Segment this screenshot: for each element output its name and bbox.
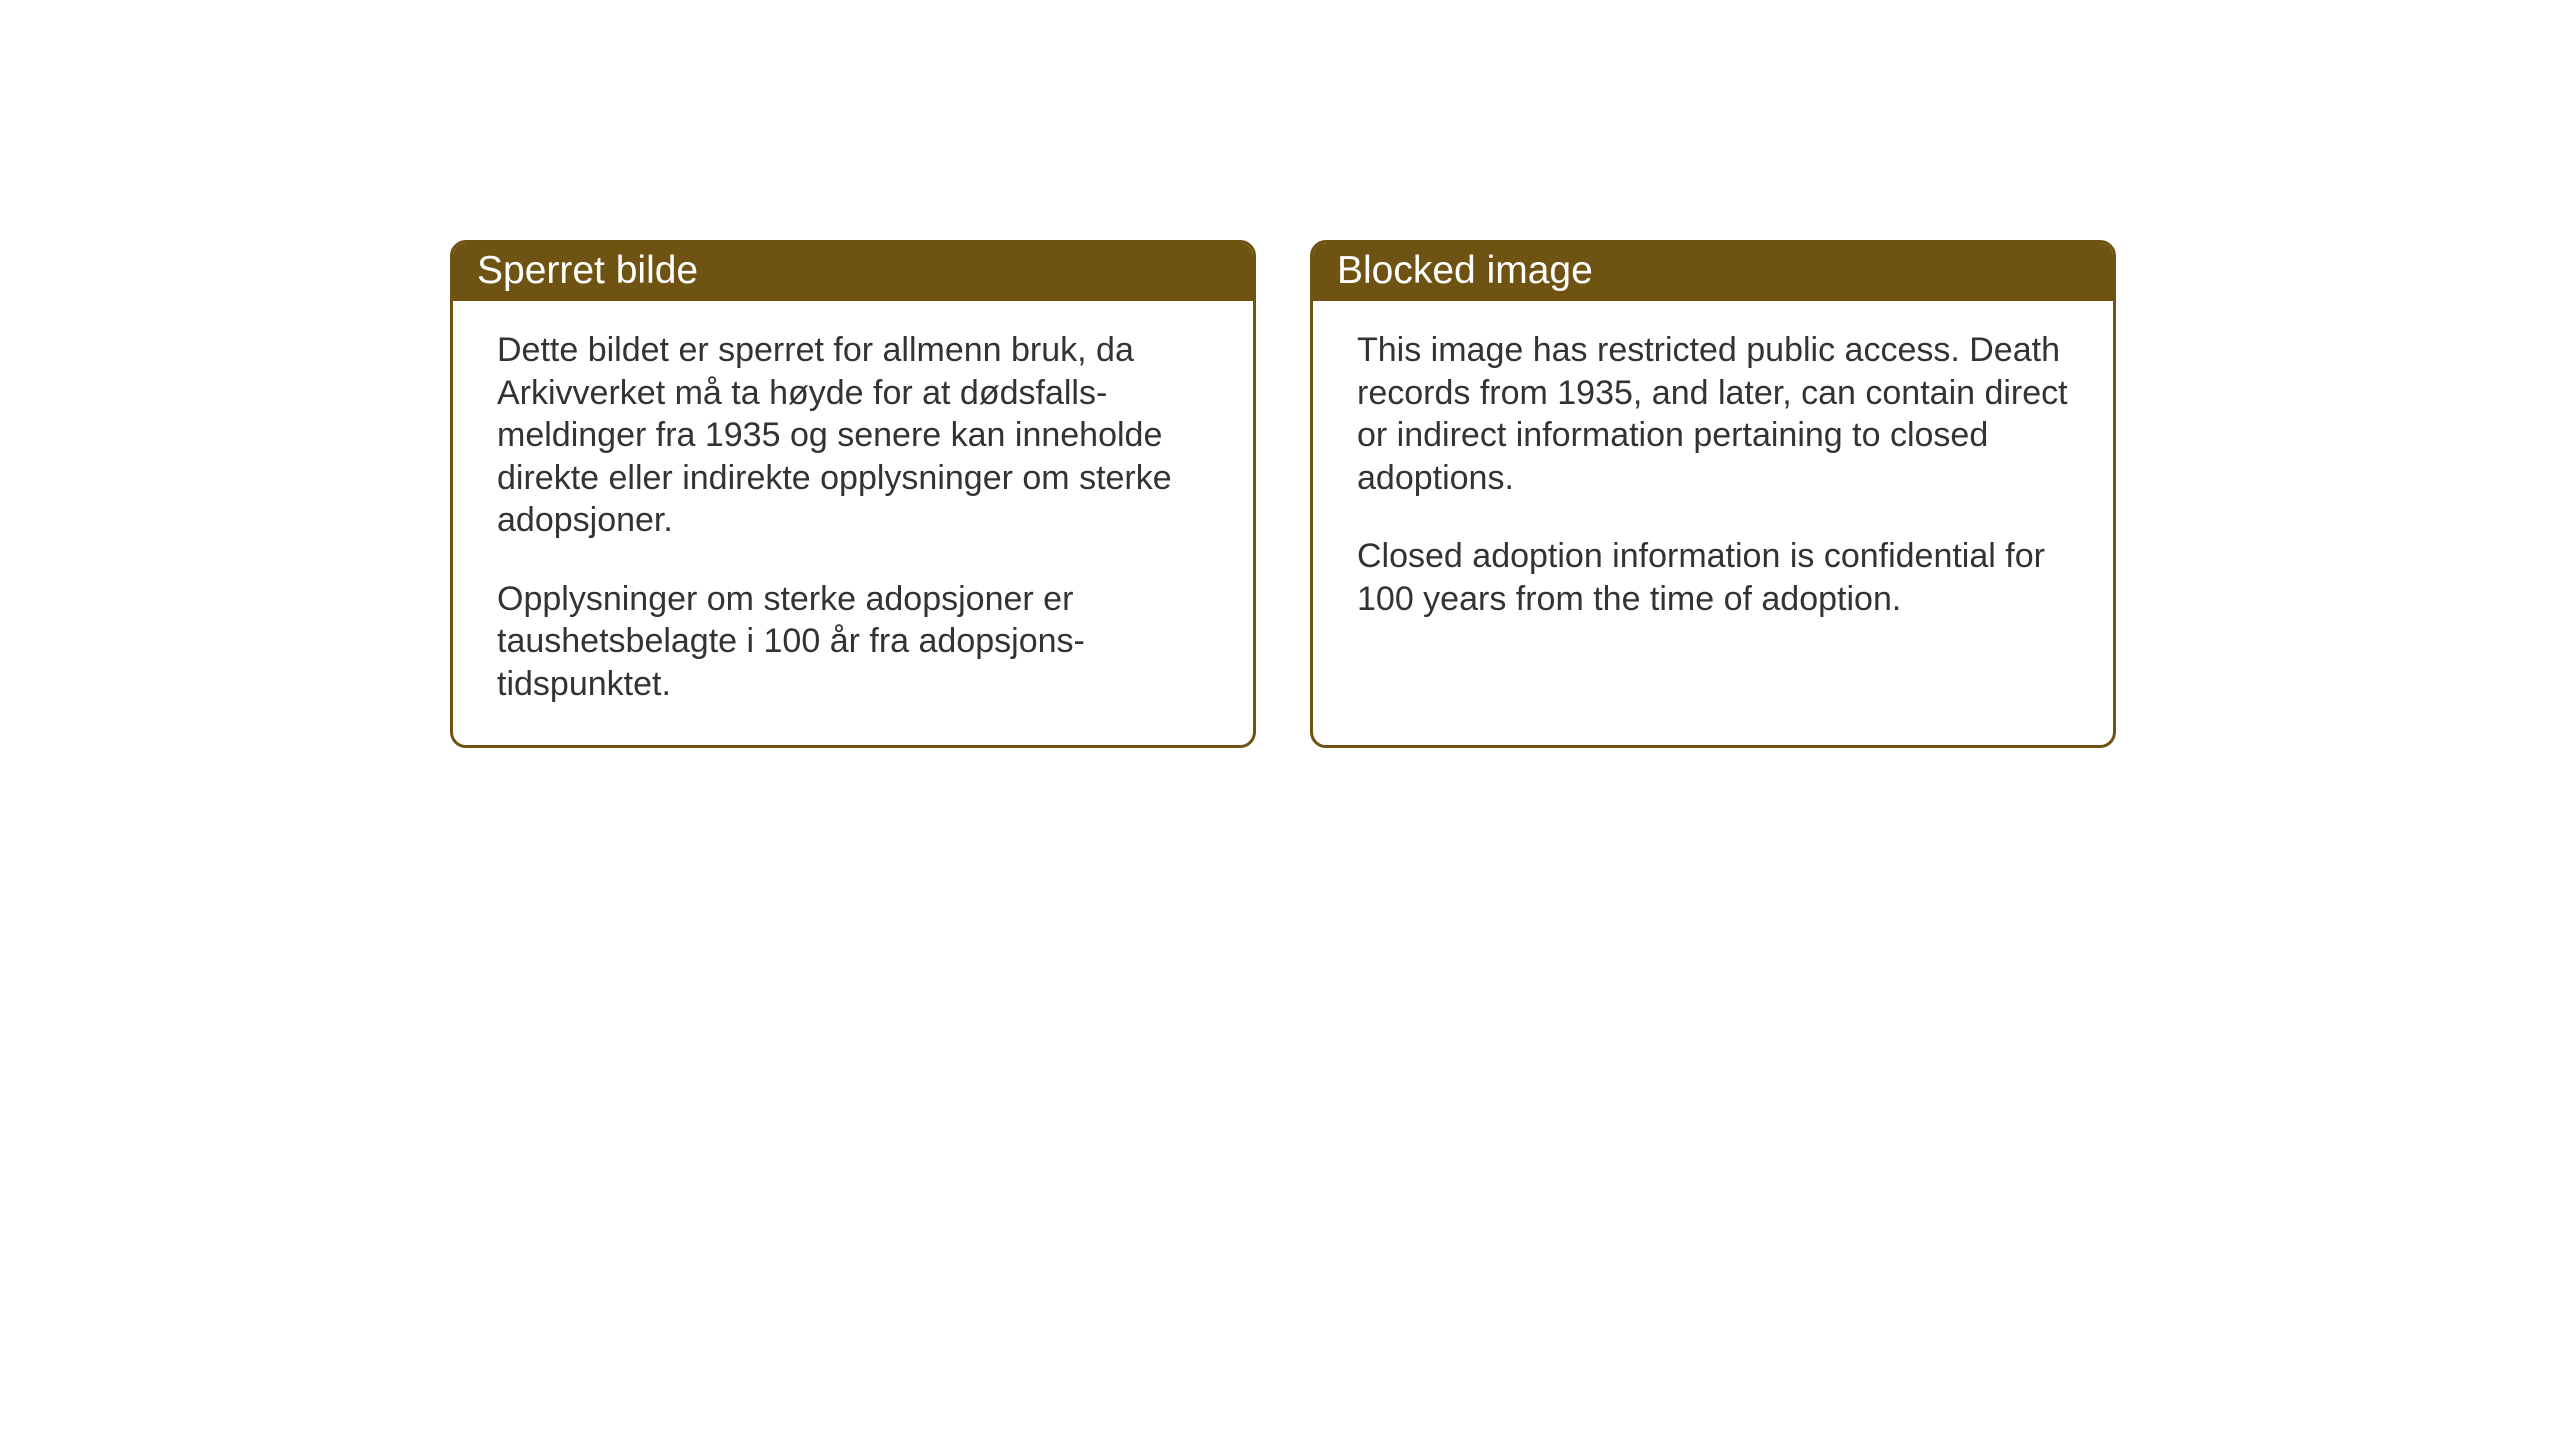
notice-container: Sperret bilde Dette bildet er sperret fo… [0, 0, 2560, 748]
notice-paragraph-1-norwegian: Dette bildet er sperret for allmenn bruk… [497, 329, 1213, 542]
notice-paragraph-1-english: This image has restricted public access.… [1357, 329, 2073, 499]
notice-body-english: This image has restricted public access.… [1313, 301, 2113, 660]
notice-header-english: Blocked image [1313, 243, 2113, 301]
notice-paragraph-2-norwegian: Opplysninger om sterke adopsjoner er tau… [497, 578, 1213, 706]
notice-card-english: Blocked image This image has restricted … [1310, 240, 2116, 748]
notice-paragraph-2-english: Closed adoption information is confident… [1357, 535, 2073, 620]
notice-header-norwegian: Sperret bilde [453, 243, 1253, 301]
notice-card-norwegian: Sperret bilde Dette bildet er sperret fo… [450, 240, 1256, 748]
notice-body-norwegian: Dette bildet er sperret for allmenn bruk… [453, 301, 1253, 745]
notice-title-norwegian: Sperret bilde [477, 249, 698, 292]
notice-title-english: Blocked image [1337, 249, 1593, 292]
